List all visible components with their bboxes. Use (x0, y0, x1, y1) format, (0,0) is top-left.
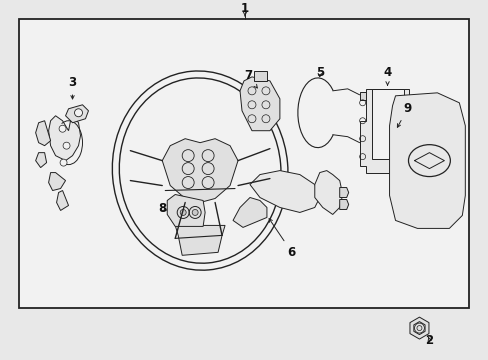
Polygon shape (48, 116, 81, 161)
Circle shape (60, 159, 67, 166)
Polygon shape (371, 89, 403, 159)
Circle shape (180, 210, 186, 215)
Text: 4: 4 (383, 66, 391, 85)
Bar (19, 19, 468, 308)
Polygon shape (253, 71, 266, 81)
Polygon shape (57, 190, 68, 211)
Text: 9: 9 (397, 102, 411, 127)
Polygon shape (249, 171, 319, 212)
Circle shape (414, 323, 424, 333)
Polygon shape (162, 139, 238, 202)
Polygon shape (409, 317, 428, 339)
Text: 3: 3 (68, 76, 77, 99)
Polygon shape (359, 139, 367, 147)
Polygon shape (413, 321, 424, 334)
Text: 8: 8 (158, 202, 166, 215)
Text: 7: 7 (244, 69, 257, 88)
Polygon shape (339, 199, 348, 210)
Polygon shape (314, 171, 342, 215)
Circle shape (59, 125, 66, 132)
Polygon shape (240, 77, 279, 131)
Circle shape (63, 142, 70, 149)
Text: 6: 6 (268, 219, 295, 259)
Polygon shape (48, 172, 65, 190)
Text: 2: 2 (425, 334, 432, 347)
Polygon shape (389, 93, 465, 228)
Polygon shape (359, 89, 415, 172)
Polygon shape (167, 194, 204, 226)
Polygon shape (233, 198, 266, 228)
Text: 1: 1 (241, 1, 248, 15)
Polygon shape (175, 225, 224, 255)
Text: 5: 5 (315, 66, 323, 80)
Polygon shape (36, 121, 50, 146)
Polygon shape (339, 188, 348, 198)
Circle shape (192, 210, 198, 215)
Polygon shape (36, 153, 46, 168)
Polygon shape (359, 92, 367, 100)
Polygon shape (65, 105, 88, 123)
Circle shape (74, 109, 82, 117)
